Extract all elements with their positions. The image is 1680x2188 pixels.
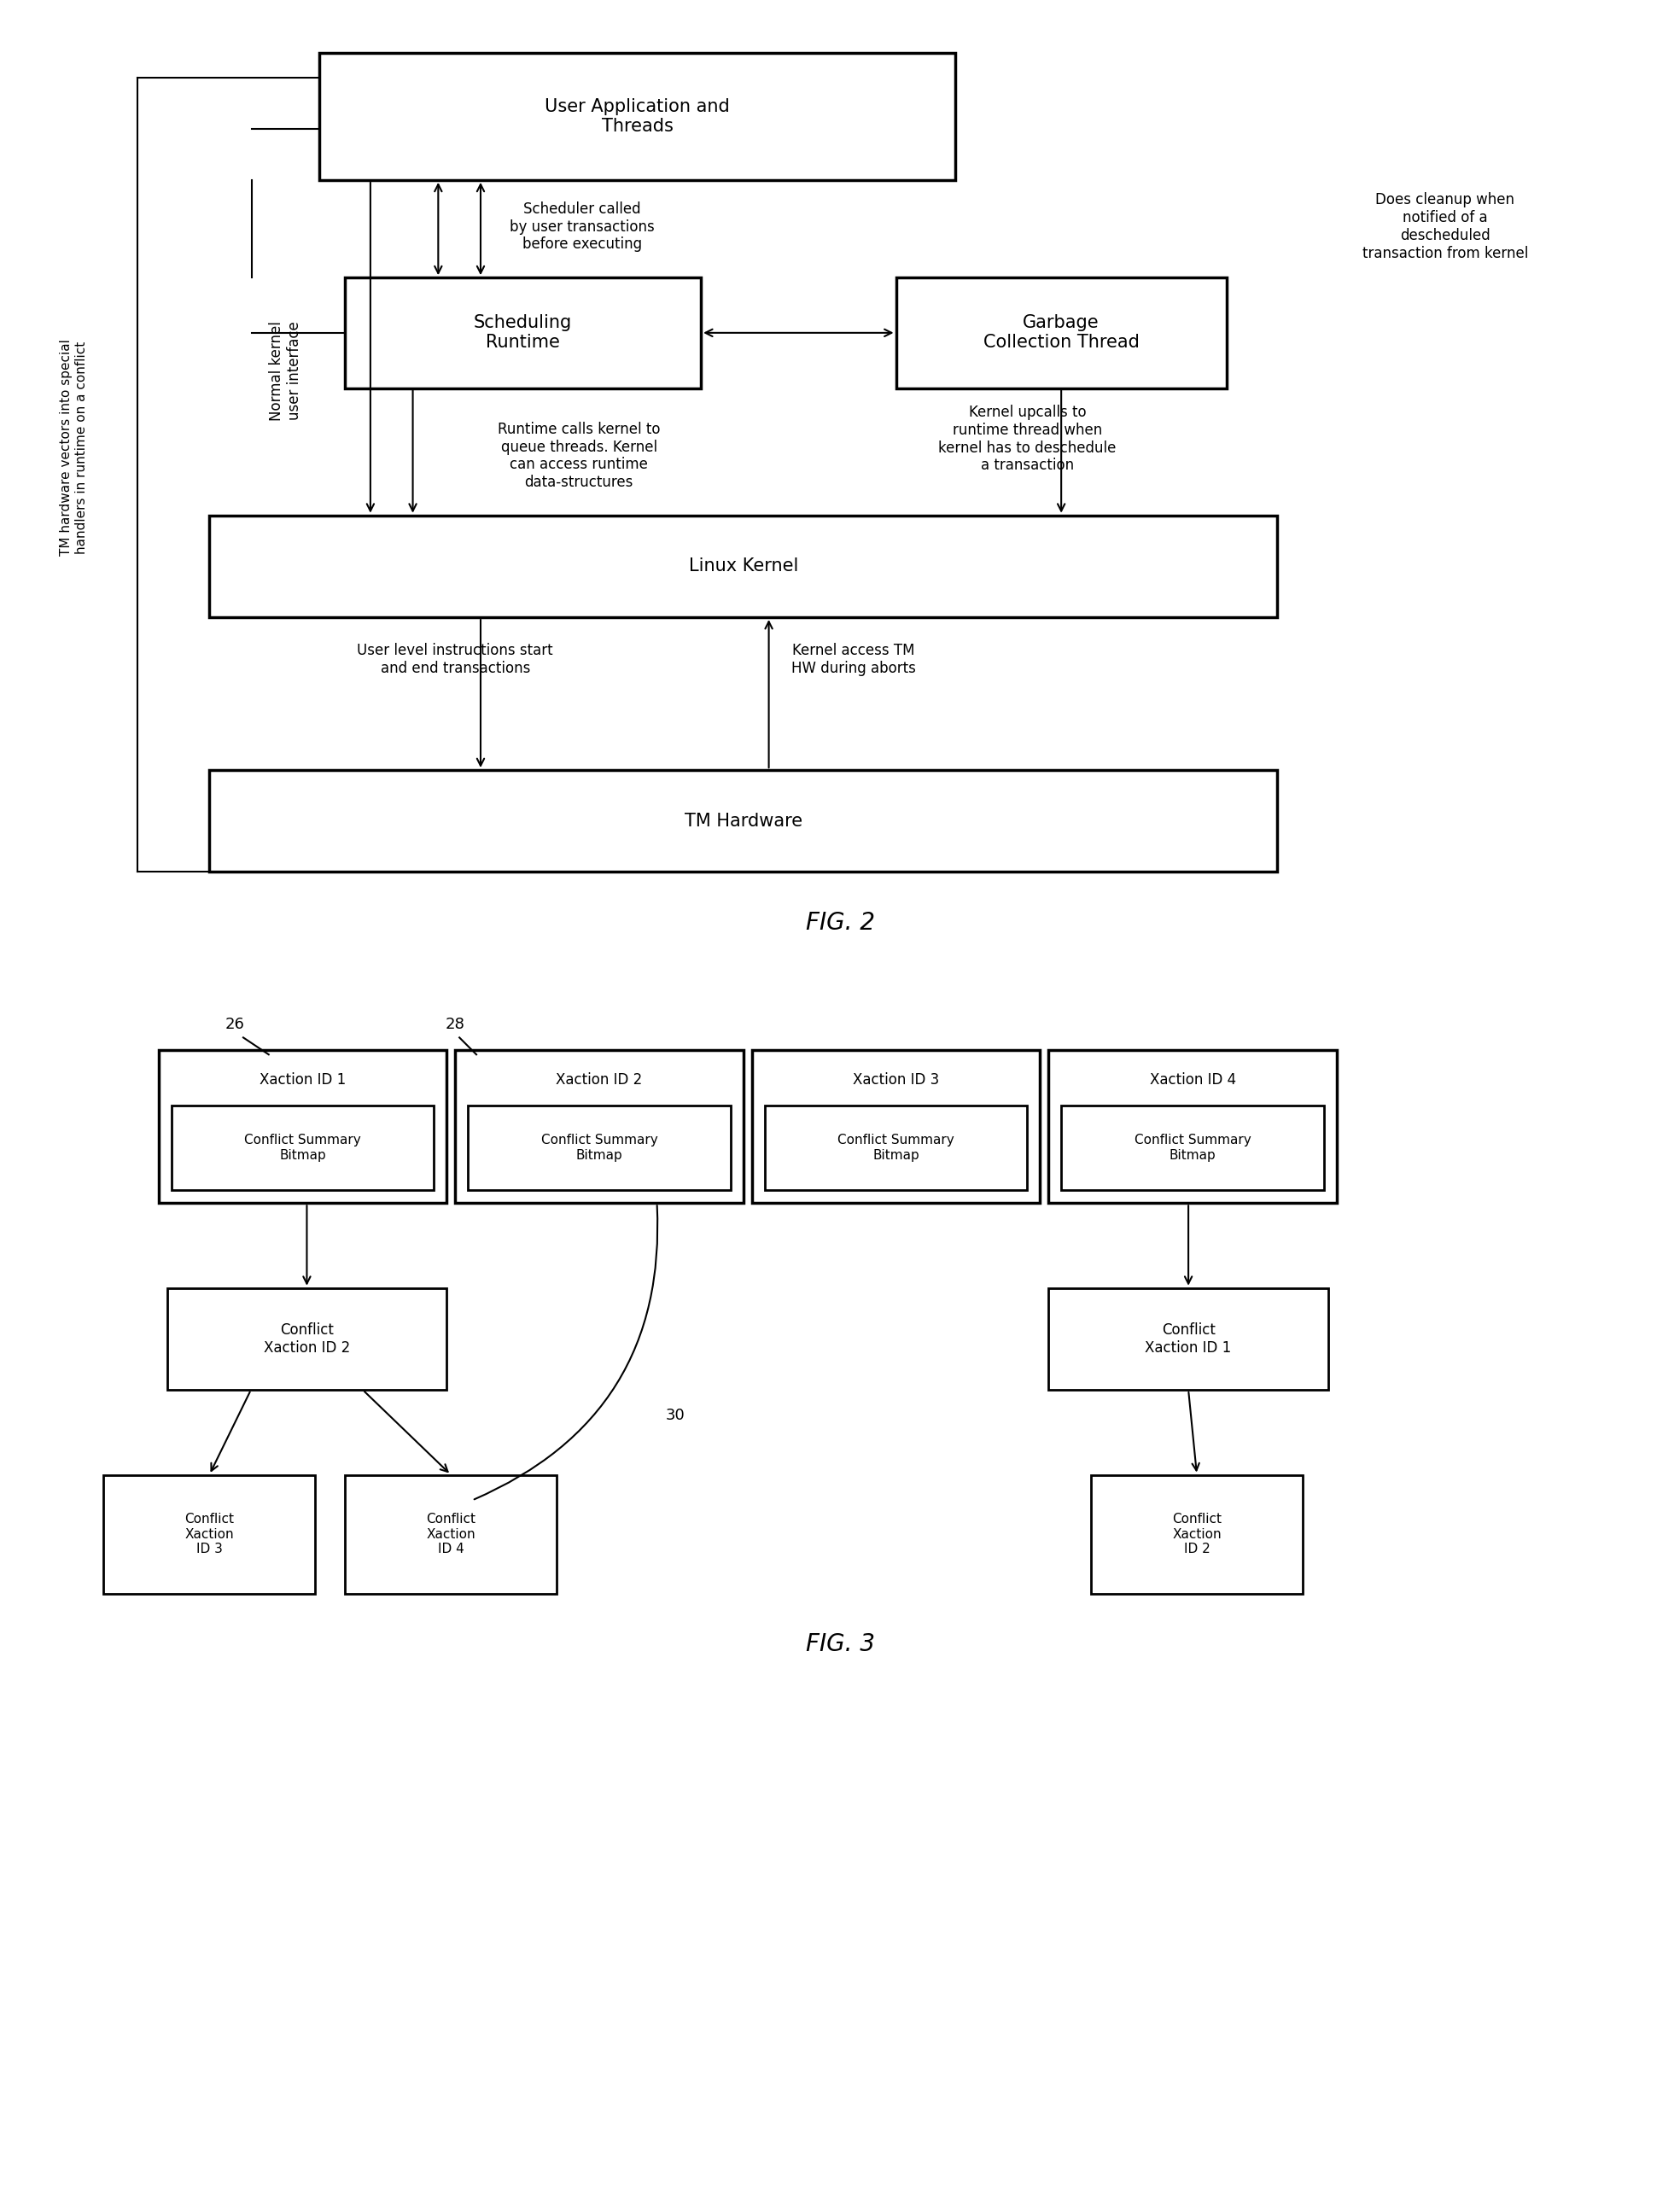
Bar xyxy=(1048,1289,1329,1389)
Text: Runtime calls kernel to
queue threads. Kernel
can access runtime
data-structures: Runtime calls kernel to queue threads. K… xyxy=(497,422,660,490)
Text: Conflict Summary
Bitmap: Conflict Summary Bitmap xyxy=(244,1133,361,1162)
Text: TM Hardware: TM Hardware xyxy=(684,812,803,829)
Text: 30: 30 xyxy=(665,1407,685,1422)
Text: Kernel upcalls to
runtime thread when
kernel has to deschedule
a transaction: Kernel upcalls to runtime thread when ke… xyxy=(939,405,1116,473)
Text: Normal kernel
user interface: Normal kernel user interface xyxy=(269,322,302,420)
Text: Linux Kernel: Linux Kernel xyxy=(689,558,798,575)
Bar xyxy=(344,1475,556,1593)
Bar xyxy=(1090,1475,1302,1593)
Text: Xaction ID 4: Xaction ID 4 xyxy=(1149,1072,1236,1087)
Text: Conflict
Xaction ID 2: Conflict Xaction ID 2 xyxy=(264,1322,349,1357)
Text: Conflict Summary
Bitmap: Conflict Summary Bitmap xyxy=(541,1133,657,1162)
Bar xyxy=(1048,1050,1337,1203)
Text: Scheduling
Runtime: Scheduling Runtime xyxy=(474,315,573,352)
Bar xyxy=(210,516,1277,617)
Bar xyxy=(469,1105,731,1190)
Text: User Application and
Threads: User Application and Threads xyxy=(544,98,729,136)
Text: FIG. 2: FIG. 2 xyxy=(805,910,875,934)
Text: TM hardware vectors into special
handlers in runtime on a conflict: TM hardware vectors into special handler… xyxy=(60,339,87,556)
Text: 26: 26 xyxy=(225,1017,245,1033)
Bar xyxy=(104,1475,316,1593)
Text: Does cleanup when
notified of a
descheduled
transaction from kernel: Does cleanup when notified of a deschedu… xyxy=(1362,193,1529,260)
Text: Conflict Summary
Bitmap: Conflict Summary Bitmap xyxy=(838,1133,954,1162)
Bar xyxy=(895,278,1226,387)
Text: Conflict
Xaction
ID 4: Conflict Xaction ID 4 xyxy=(427,1512,475,1556)
Text: Xaction ID 3: Xaction ID 3 xyxy=(853,1072,939,1087)
Text: Conflict
Xaction
ID 2: Conflict Xaction ID 2 xyxy=(1173,1512,1221,1556)
Bar xyxy=(319,53,956,179)
Text: Conflict
Xaction ID 1: Conflict Xaction ID 1 xyxy=(1146,1322,1231,1357)
Text: Garbage
Collection Thread: Garbage Collection Thread xyxy=(983,315,1139,352)
Bar xyxy=(171,1105,433,1190)
Text: Conflict
Xaction
ID 3: Conflict Xaction ID 3 xyxy=(185,1512,234,1556)
Bar xyxy=(764,1105,1028,1190)
Bar xyxy=(210,770,1277,873)
Bar xyxy=(753,1050,1040,1203)
Bar xyxy=(166,1289,447,1389)
Bar xyxy=(455,1050,743,1203)
Bar xyxy=(1062,1105,1324,1190)
Text: Conflict Summary
Bitmap: Conflict Summary Bitmap xyxy=(1134,1133,1252,1162)
Text: Kernel access TM
HW during aborts: Kernel access TM HW during aborts xyxy=(791,643,916,676)
Text: Scheduler called
by user transactions
before executing: Scheduler called by user transactions be… xyxy=(509,201,655,252)
Text: 28: 28 xyxy=(445,1017,465,1033)
Text: User level instructions start
and end transactions: User level instructions start and end tr… xyxy=(358,643,553,676)
Bar xyxy=(344,278,701,387)
Bar xyxy=(158,1050,447,1203)
Text: Xaction ID 2: Xaction ID 2 xyxy=(556,1072,642,1087)
Text: Xaction ID 1: Xaction ID 1 xyxy=(259,1072,346,1087)
Text: FIG. 3: FIG. 3 xyxy=(805,1632,875,1656)
